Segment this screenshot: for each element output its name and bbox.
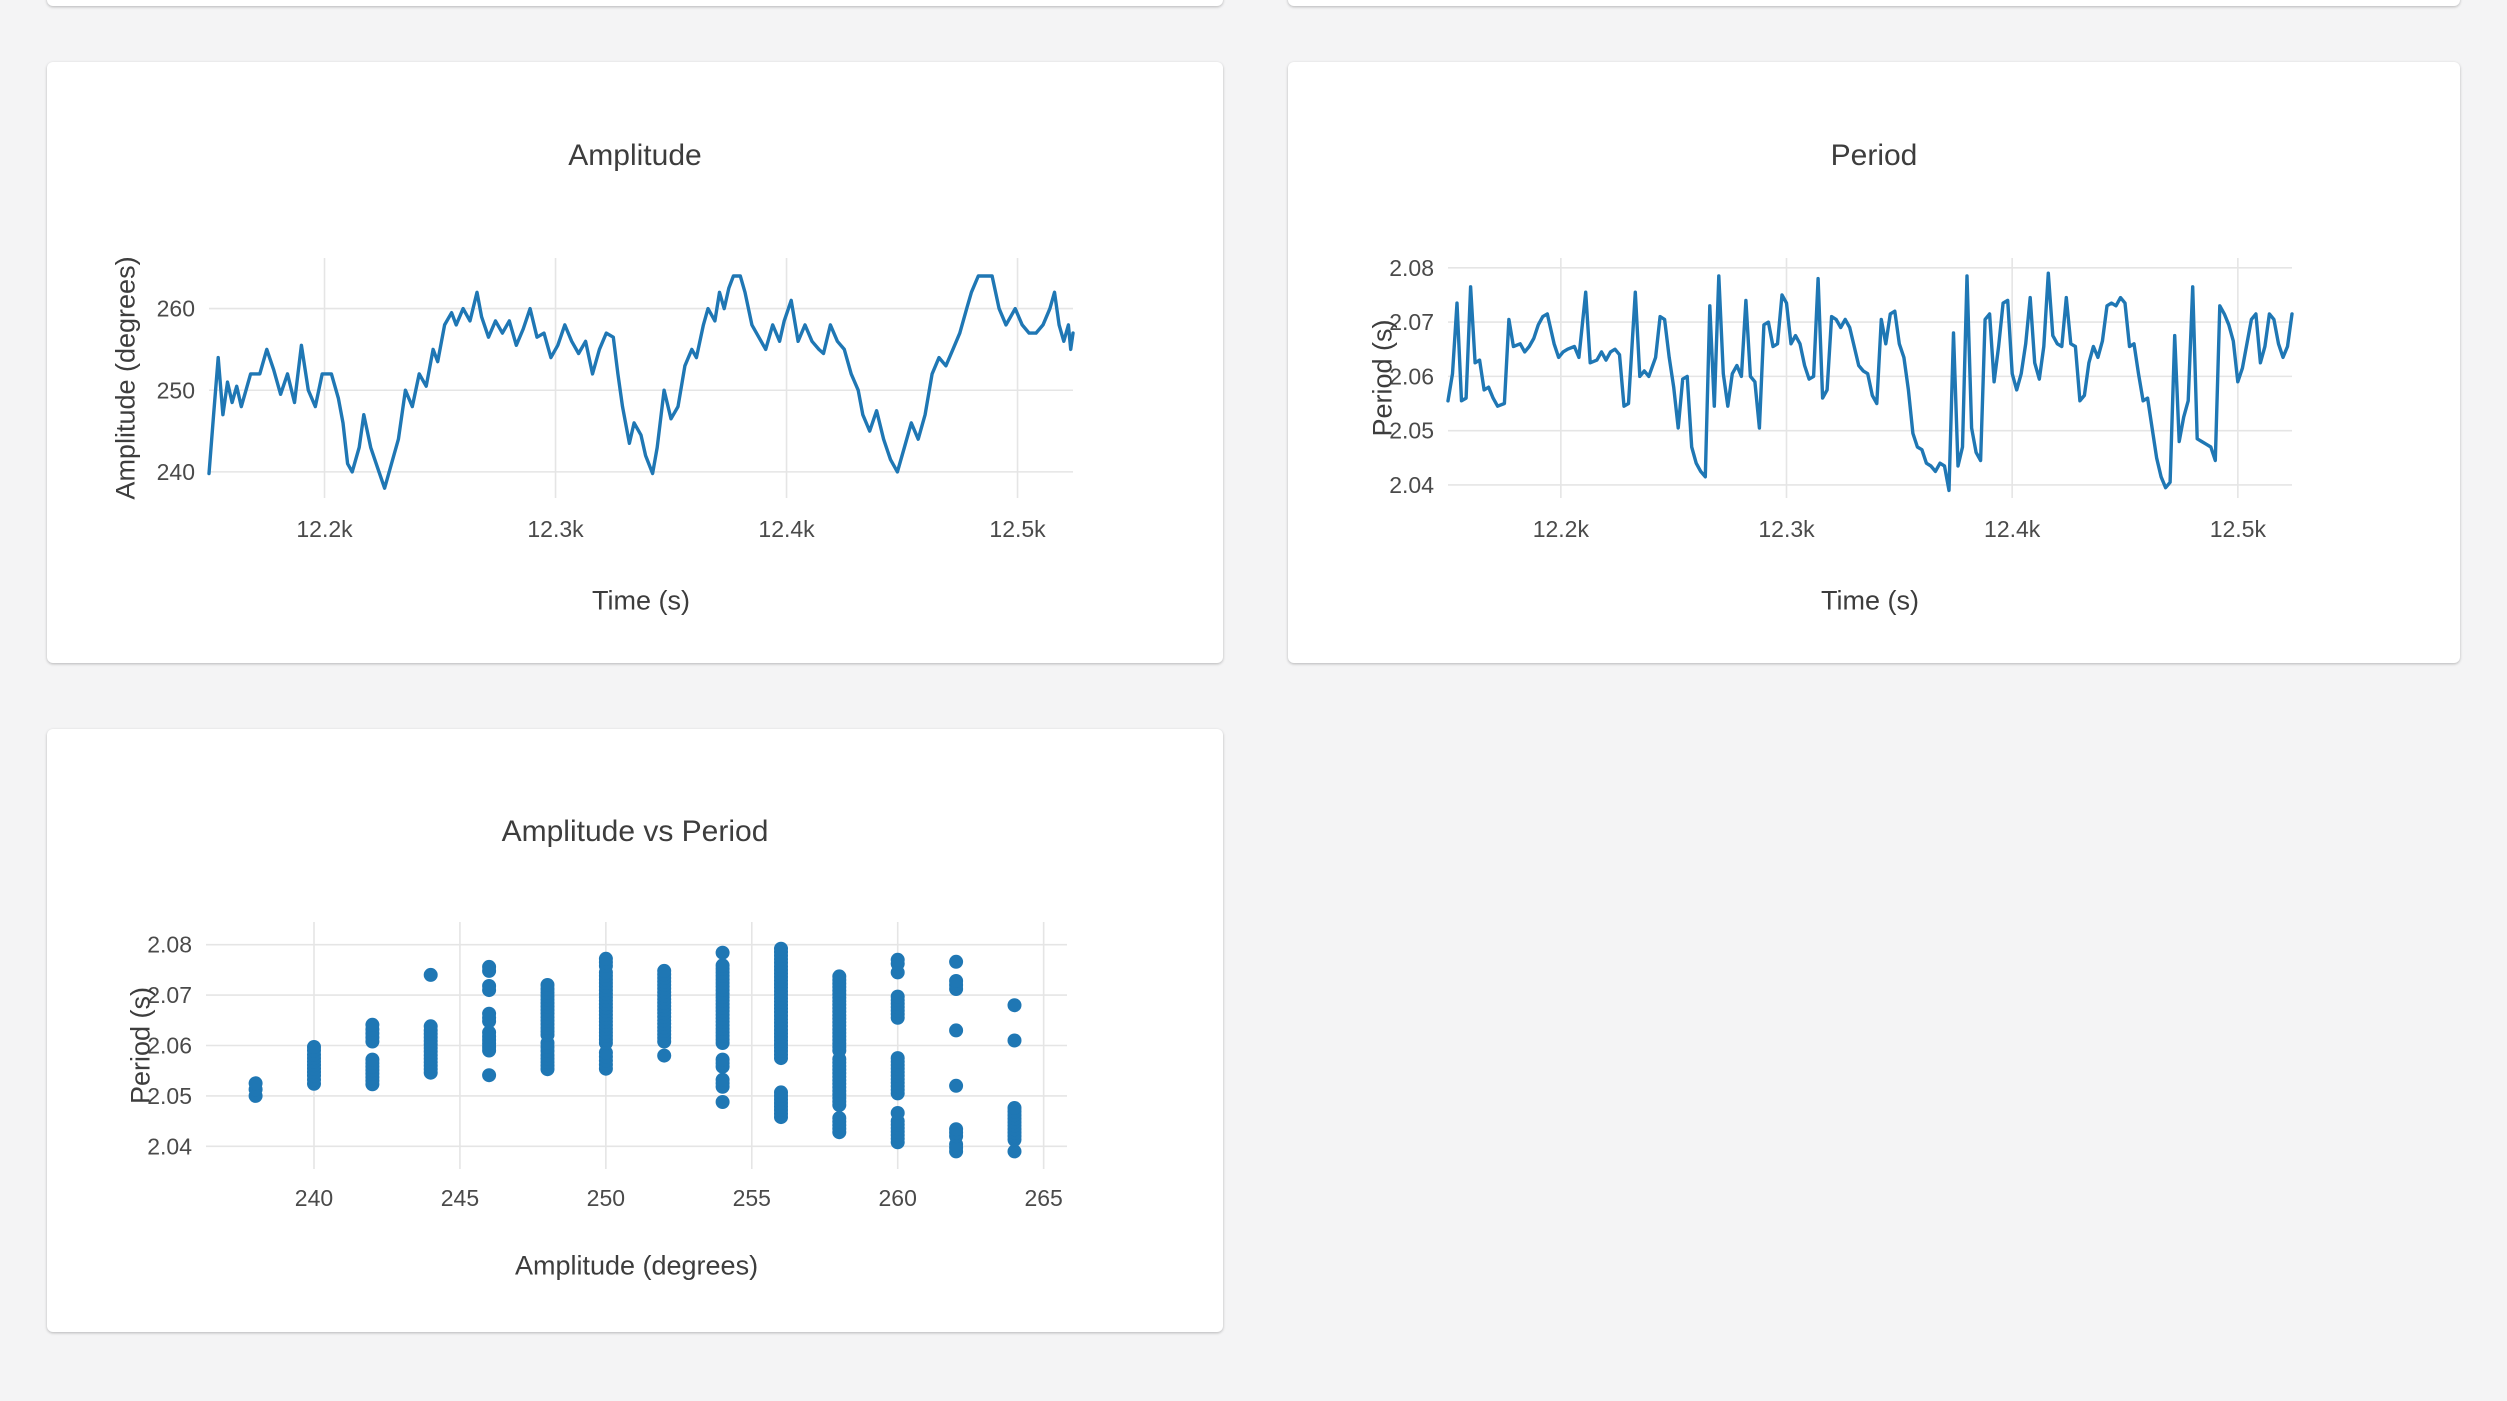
x-tick-label: 255 [733, 1185, 771, 1211]
data-point [423, 967, 438, 982]
chart-title-amplitude: Amplitude [568, 139, 702, 172]
data-point [715, 945, 730, 960]
data-point [832, 969, 847, 984]
y-tick-label: 260 [157, 296, 195, 322]
data-point [482, 1068, 497, 1083]
data-point [307, 1040, 321, 1054]
y-tick-label: 2.06 [1389, 363, 1434, 389]
data-point [949, 954, 964, 969]
data-point [423, 1019, 438, 1034]
card-scatter: Amplitude vs Period 240 245 250 255 260 265 2.… [47, 729, 1223, 1332]
period-line-chart[interactable]: 12.2k 12.3k 12.4k 12.5k 2.04 2.05 2.06 2.07 2.08… [1288, 62, 2460, 663]
y-tick-label: 250 [157, 377, 195, 403]
tick-labels: 240 245 250 255 260 265 2.04 2.05 2.06 2.07 2.08 [147, 932, 1063, 1211]
x-axis-title: Time (s) [1821, 585, 1919, 615]
y-tick-label: 2.04 [147, 1133, 192, 1159]
data-point [482, 1025, 497, 1040]
data-point [832, 1111, 847, 1126]
data-point [1007, 1033, 1022, 1048]
x-tick-label: 12.2k [1533, 516, 1590, 542]
data-point [482, 959, 497, 974]
y-tick-label: 2.08 [1389, 255, 1434, 281]
card-partial-top-right [1288, 0, 2460, 6]
y-tick-label: 2.04 [1389, 472, 1434, 498]
grid-lines [206, 922, 1067, 1169]
data-point [598, 1045, 613, 1060]
y-axis-title: Amplitude (degrees) [110, 256, 140, 499]
x-tick-label: 12.5k [989, 516, 1046, 542]
data-point [365, 1052, 380, 1067]
data-points [248, 941, 1022, 1159]
x-tick-label: 250 [587, 1185, 625, 1211]
x-axis-title: Amplitude (degrees) [515, 1250, 758, 1280]
data-point [540, 978, 555, 992]
data-point [1007, 1144, 1022, 1159]
x-tick-label: 12.4k [758, 516, 815, 542]
x-tick-label: 240 [295, 1185, 333, 1211]
y-tick-label: 2.05 [147, 1083, 192, 1109]
x-tick-label: 265 [1024, 1185, 1062, 1211]
chart-title-amplitude-vs-period: Amplitude vs Period [501, 815, 769, 848]
y-tick-label: 2.08 [147, 932, 192, 958]
x-axis-title: Time (s) [592, 585, 690, 615]
data-point [657, 963, 672, 978]
x-tick-label: 260 [879, 1185, 917, 1211]
y-axis-title: Period (s) [1367, 319, 1397, 436]
card-partial-top-left [47, 0, 1223, 6]
data-point [598, 951, 613, 966]
data-point [715, 1095, 730, 1109]
x-tick-label: 12.3k [527, 516, 584, 542]
tick-labels: 12.2k 12.3k 12.4k 12.5k 240 250 260 [157, 296, 1047, 542]
card-period: Period 12.2k 12.3k 12.4k 12.5k 2.04 2.05 2.06 2… [1288, 62, 2460, 663]
data-point [365, 1017, 380, 1032]
data-point [715, 958, 730, 973]
data-point [890, 1106, 905, 1120]
x-tick-label: 12.5k [2210, 516, 2267, 542]
data-point [890, 952, 905, 967]
data-point [1007, 998, 1022, 1013]
data-point [715, 1072, 730, 1087]
data-point [657, 1048, 672, 1063]
y-tick-label: 2.07 [1389, 309, 1434, 335]
chart-title-period: Period [1830, 139, 1918, 172]
y-tick-label: 2.05 [1389, 418, 1434, 444]
data-line [207, 274, 1075, 490]
data-point [774, 941, 788, 956]
grid-lines [209, 258, 1073, 498]
amplitude-vs-period-scatter-chart[interactable]: 240 245 250 255 260 265 2.04 2.05 2.06 2.07 2.08 Am… [47, 729, 1223, 1332]
data-point [890, 989, 905, 1004]
data-point [774, 1085, 788, 1100]
data-point [949, 1023, 964, 1038]
y-axis-title: Period (s) [125, 987, 155, 1104]
tick-labels: 12.2k 12.3k 12.4k 12.5k 2.04 2.05 2.06 2.07 2.08 [1389, 255, 2266, 542]
y-tick-label: 240 [157, 459, 195, 485]
x-tick-label: 12.2k [296, 516, 353, 542]
data-point [949, 1122, 964, 1137]
x-tick-label: 12.4k [1984, 516, 2041, 542]
data-point [482, 1006, 497, 1021]
y-tick-label: 2.07 [147, 982, 192, 1008]
y-tick-label: 2.06 [147, 1033, 192, 1059]
data-point [949, 974, 964, 988]
data-point [248, 1076, 263, 1091]
data-line [1446, 271, 2294, 493]
data-point [890, 1051, 905, 1066]
data-point [949, 1078, 964, 1093]
data-point [482, 979, 497, 993]
data-point [1007, 1101, 1022, 1115]
data-point [715, 1052, 730, 1067]
x-tick-label: 245 [441, 1185, 479, 1211]
card-amplitude: Amplitude 12.2k 12.3k 12.4k 12.5k 240 250 260 T… [47, 62, 1223, 663]
x-tick-label: 12.3k [1758, 516, 1815, 542]
